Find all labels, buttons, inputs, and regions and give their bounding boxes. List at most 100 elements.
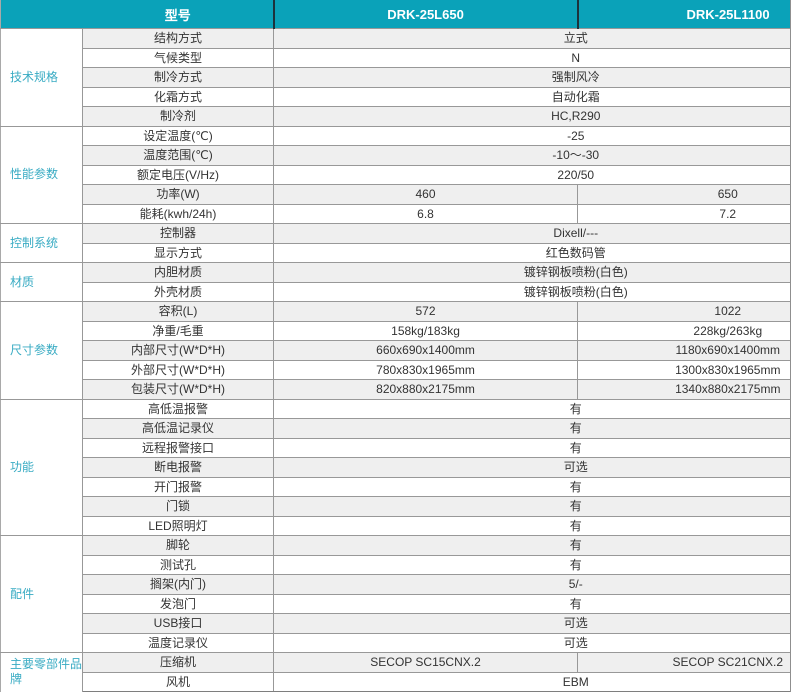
spec-label: 内胆材质: [82, 262, 275, 282]
spec-value-merged: 5/-: [273, 574, 790, 594]
spec-value-model-1: SECOP SC15CNX.2: [273, 652, 579, 672]
spec-label: 发泡门: [82, 593, 275, 614]
spec-value-merged: 有: [273, 515, 790, 536]
category-cell: 材质: [0, 262, 83, 302]
spec-value-merged: 可选: [273, 457, 790, 477]
table-row: 额定电压(V/Hz) 220/50: [1, 164, 790, 185]
category-cell: 技术规格: [0, 28, 83, 126]
spec-value-merged: -10～-30: [273, 145, 790, 165]
model-column-header-1: DRK-25L650: [272, 0, 578, 29]
category-cell: 功能: [0, 398, 83, 536]
table-header-row: 型号 DRK-25L650 DRK-25L1100: [0, 0, 790, 29]
spec-value-merged: 有: [273, 554, 790, 575]
spec-label: 压缩机: [82, 652, 275, 672]
spec-label: 控制器: [82, 223, 275, 243]
table-row: 高低温记录仪有: [1, 418, 790, 438]
spec-label: 脚轮: [82, 535, 275, 555]
spec-label: 开门报警: [82, 476, 275, 497]
table-row: 搁架(内门) 5/-: [1, 574, 790, 594]
spec-value-model-1: 572: [273, 301, 579, 321]
spec-label: 远程报警接口: [82, 437, 275, 458]
table-row: 断电报警 可选: [1, 457, 790, 477]
table-row: 门锁有: [1, 496, 790, 516]
spec-label: 设定温度(℃): [82, 125, 275, 146]
spec-value-model-1: 158kg/183kg: [273, 320, 579, 341]
table-row: 性能参数 设定温度(℃) -25: [0, 125, 790, 224]
table-row: 化霜方式 自动化霜: [1, 86, 790, 107]
spec-label: 温度记录仪: [82, 632, 275, 653]
spec-value-model-2: 1022: [577, 301, 790, 321]
spec-value-merged: Dixell/---: [273, 223, 790, 243]
table-row: USB接口 可选: [1, 613, 790, 633]
table-row: 远程报警接口有: [1, 437, 790, 458]
spec-label: 外壳材质: [82, 281, 275, 302]
spec-value-model-1: 780x830x1965mm: [273, 359, 579, 380]
spec-label: LED照明灯: [82, 515, 275, 536]
spec-label: 外部尺寸(W*D*H): [82, 359, 275, 380]
spec-label: 气候类型: [82, 47, 275, 68]
spec-value-merged: 可选: [273, 613, 790, 633]
spec-value-merged: 自动化霜: [273, 86, 790, 107]
table-row: 测试孔有: [1, 554, 790, 575]
spec-label: 能耗(kwh/24h): [82, 203, 275, 224]
category-cell: 配件: [0, 535, 83, 653]
table-row: 风机 EBM: [1, 671, 790, 692]
spec-value-merged: 有: [273, 535, 790, 555]
spec-value-model-2: 1340x880x2175mm: [577, 379, 790, 399]
table-row: 外壳材质 镀锌钢板喷粉(白色): [1, 281, 790, 302]
table-row: 开门报警有: [1, 476, 790, 497]
spec-label: 搁架(内门): [82, 574, 275, 594]
table-row: 尺寸参数 容积(L) 572 1022: [0, 301, 790, 399]
table-row: 制冷方式 强制风冷: [1, 67, 790, 87]
category-cell: 控制系统: [0, 223, 83, 263]
table-row: 能耗(kwh/24h) 6.8 7.2: [1, 203, 790, 224]
spec-value-merged: 有: [273, 476, 790, 497]
spec-label: USB接口: [82, 613, 275, 633]
spec-value-model-1: 6.8: [273, 203, 579, 224]
table-row: 发泡门有: [1, 593, 790, 614]
spec-value-model-2: 228kg/263kg: [577, 320, 790, 341]
table-row: 制冷剂 HC,R290: [1, 106, 790, 126]
spec-value-model-1: 660x690x1400mm: [273, 340, 579, 360]
spec-label: 高低温报警: [82, 398, 275, 419]
table-row: 气候类型 N: [1, 47, 790, 68]
spec-label: 温度范围(℃): [82, 145, 275, 165]
table-row: LED照明灯有: [1, 515, 790, 536]
spec-value-merged: 有: [273, 496, 790, 516]
spec-label: 断电报警: [82, 457, 275, 477]
spec-value-merged: 有: [273, 593, 790, 614]
spec-value-model-2: SECOP SC21CNX.2: [577, 652, 790, 672]
spec-value-model-1: 460: [273, 184, 579, 204]
spec-label: 制冷方式: [82, 67, 275, 87]
spec-label: 高低温记录仪: [82, 418, 275, 438]
spec-value-merged: 有: [273, 418, 790, 438]
spec-value-merged: 镀锌钢板喷粉(白色): [273, 262, 790, 282]
spec-label: 显示方式: [82, 242, 275, 263]
spec-value-merged: 可选: [273, 632, 790, 653]
table-row: 配件 脚轮有: [0, 535, 790, 653]
spec-label: 结构方式: [82, 28, 275, 48]
table-row: 功能 高低温报警有: [0, 398, 790, 536]
table-row: 净重/毛重 158kg/183kg 228kg/263kg: [1, 320, 790, 341]
spec-value-model-2: 1180x690x1400mm: [577, 340, 790, 360]
table-row: 内部尺寸(W*D*H) 660x690x1400mm 1180x690x1400mm: [1, 340, 790, 360]
table-row: 温度范围(℃) -10～-30: [1, 145, 790, 165]
category-cell: 性能参数: [0, 125, 83, 224]
spec-value-merged: 有: [273, 398, 790, 419]
table-row: 包装尺寸(W*D*H) 820x880x2175mm 1340x880x2175mm: [1, 379, 790, 399]
spec-value-merged: 220/50: [273, 164, 790, 185]
spec-value-merged: 强制风冷: [273, 67, 790, 87]
table-row: 控制系统 控制器 Dixell/---: [0, 223, 790, 263]
model-column-header-2: DRK-25L1100: [576, 0, 790, 29]
spec-value-merged: 镀锌钢板喷粉(白色): [273, 281, 790, 302]
spec-value-merged: -25: [273, 125, 790, 146]
spec-label: 容积(L): [82, 301, 275, 321]
table-row: 外部尺寸(W*D*H) 780x830x1965mm 1300x830x1965mm: [1, 359, 790, 380]
spec-value-merged: 立式: [273, 28, 790, 48]
category-cell: 尺寸参数: [0, 301, 83, 399]
spec-label: 功率(W): [82, 184, 275, 204]
spec-value-merged: N: [273, 47, 790, 68]
category-cell: 主要零部件品牌: [0, 652, 83, 692]
spec-label: 测试孔: [82, 554, 275, 575]
